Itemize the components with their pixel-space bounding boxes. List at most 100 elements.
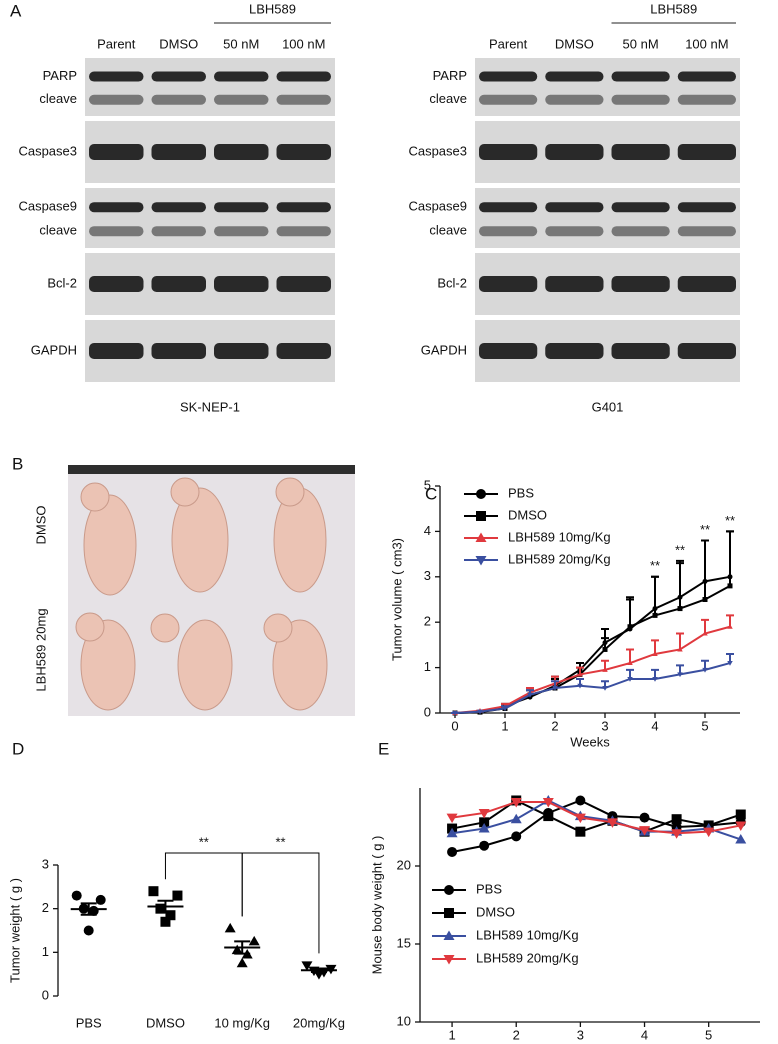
mouse-head <box>150 613 180 643</box>
treatment-label: LBH589 <box>249 1 296 16</box>
mouse <box>177 619 233 711</box>
y-tick-label: 0 <box>424 704 431 719</box>
series-line <box>451 799 741 853</box>
blot-band <box>151 94 206 105</box>
blot-row-label: Caspase3 <box>18 143 77 158</box>
blot-band <box>677 202 736 213</box>
marker <box>478 823 490 833</box>
marker <box>727 623 733 629</box>
series-line <box>451 801 741 835</box>
marker <box>577 683 583 689</box>
marker <box>627 624 633 630</box>
blot-band <box>276 144 331 160</box>
blot-band <box>214 276 269 292</box>
y-axis-title: Tumor weight ( g ) <box>7 878 22 983</box>
marker <box>95 894 106 905</box>
blot-band <box>479 343 538 359</box>
y-tick-label: 1 <box>42 944 49 959</box>
marker <box>652 676 658 682</box>
marker <box>83 925 94 936</box>
significance-label: ** <box>650 558 660 573</box>
marker <box>652 612 658 618</box>
legend-marker <box>444 908 454 918</box>
legend-label: LBH589 10mg/Kg <box>476 927 579 942</box>
marker <box>735 833 747 844</box>
mouse-head <box>75 612 105 642</box>
blot-band <box>89 343 144 359</box>
blot-band <box>214 226 269 237</box>
error-bar <box>676 562 684 609</box>
lane-label: Parent <box>489 36 528 51</box>
blot-band <box>611 343 670 359</box>
marker <box>478 808 490 819</box>
legend-label: LBH589 20mg/Kg <box>476 950 579 965</box>
blot-band <box>151 343 206 359</box>
photo-label: DMSO <box>33 506 48 545</box>
blot-band <box>276 343 331 359</box>
x-tick-label: 2 <box>551 718 558 733</box>
marker <box>71 890 82 901</box>
blot-band <box>479 94 538 105</box>
blot-row-label: GAPDH <box>31 342 77 357</box>
blot-band <box>89 144 144 160</box>
blot-band <box>611 276 670 292</box>
marker <box>575 795 586 806</box>
mouse <box>80 619 136 711</box>
y-tick-label: 20 <box>397 857 411 872</box>
treatment-label: LBH589 <box>650 1 697 16</box>
blot-row-label: cleave <box>429 223 467 238</box>
legend-marker <box>443 955 455 965</box>
marker <box>606 818 618 828</box>
error-bar <box>651 575 659 616</box>
marker <box>446 827 458 838</box>
marker <box>236 957 248 968</box>
lane-label: DMSO <box>555 36 594 51</box>
marker <box>602 667 608 672</box>
marker <box>160 916 171 927</box>
blot-band <box>479 71 538 82</box>
marker <box>479 840 490 851</box>
marker <box>543 811 554 822</box>
blot-band <box>545 94 604 105</box>
marker <box>703 827 715 838</box>
legend-marker <box>443 930 455 940</box>
marker <box>702 630 708 636</box>
panel-label: A <box>10 1 22 20</box>
blot-strip <box>475 58 740 116</box>
marker <box>479 817 490 828</box>
blot-band <box>89 202 144 213</box>
blot-band <box>276 226 331 237</box>
blot-band <box>545 343 604 359</box>
significance-label: ** <box>675 542 685 557</box>
marker <box>602 686 608 691</box>
x-tick-label: 20mg/Kg <box>293 1015 345 1030</box>
blot-band <box>677 144 736 160</box>
blot-band <box>677 276 736 292</box>
marker <box>511 831 522 842</box>
blot-band <box>276 71 331 82</box>
y-axis-title: Mouse body weight ( g ) <box>369 836 384 975</box>
blot-row-label: Caspase9 <box>408 199 467 214</box>
panel-label: B <box>12 454 23 473</box>
comparison-bracket <box>241 852 320 954</box>
marker <box>727 661 733 666</box>
x-tick-label: 5 <box>701 718 708 733</box>
blot-row-label: cleave <box>429 91 467 106</box>
blot-band <box>677 71 736 82</box>
x-tick-label: 2 <box>513 1027 520 1042</box>
y-tick-label: 15 <box>397 935 411 950</box>
mouse-head <box>80 482 110 512</box>
marker <box>639 812 650 823</box>
x-axis-title: Weeks <box>570 734 610 749</box>
marker <box>231 944 243 955</box>
blot-band <box>545 226 604 237</box>
blot-band <box>611 202 670 213</box>
legend-label: LBH589 20mg/Kg <box>508 551 611 566</box>
legend-label: PBS <box>508 485 534 500</box>
blot-row-label: PARP <box>433 68 467 83</box>
y-tick-label: 10 <box>397 1013 411 1028</box>
significance-label: ** <box>725 513 735 528</box>
legend-label: PBS <box>476 881 502 896</box>
blot-band <box>151 202 206 213</box>
